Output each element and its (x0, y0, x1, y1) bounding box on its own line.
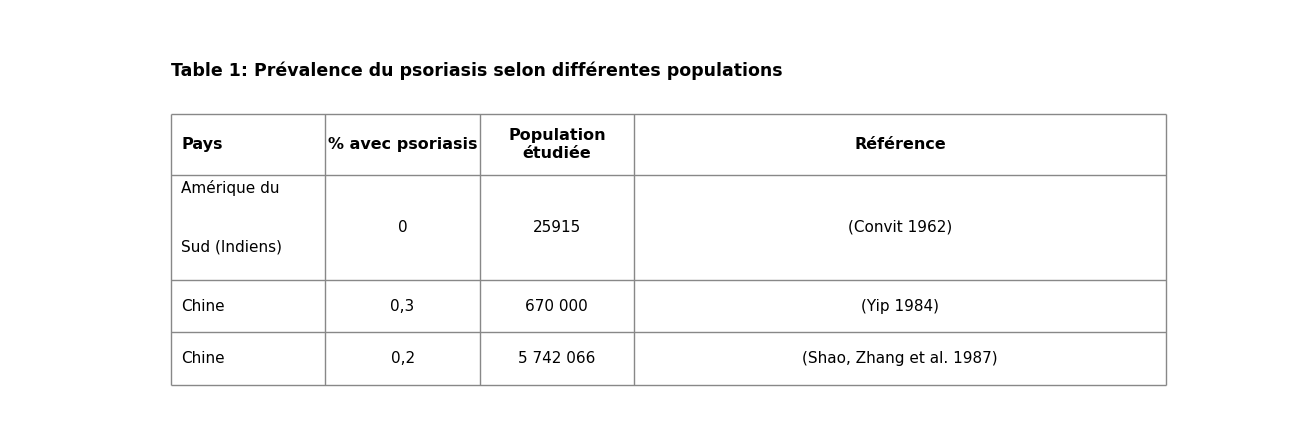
Text: Table 1: Prévalence du psoriasis selon différentes populations: Table 1: Prévalence du psoriasis selon d… (171, 61, 783, 80)
Text: Référence: Référence (855, 137, 946, 152)
Text: 0,3: 0,3 (390, 298, 415, 313)
Text: Population
étudiée: Population étudiée (508, 128, 606, 161)
Text: 5 742 066: 5 742 066 (518, 351, 595, 366)
Text: (Convit 1962): (Convit 1962) (848, 220, 953, 235)
Text: Amérique du

Sud (Indiens): Amérique du Sud (Indiens) (181, 180, 282, 255)
Text: 25915: 25915 (532, 220, 581, 235)
Text: % avec psoriasis: % avec psoriasis (328, 137, 478, 152)
Text: 0: 0 (398, 220, 407, 235)
Text: Chine: Chine (181, 351, 224, 366)
Text: 0,2: 0,2 (390, 351, 415, 366)
Text: Chine: Chine (181, 298, 224, 313)
Text: (Yip 1984): (Yip 1984) (861, 298, 940, 313)
Text: 670 000: 670 000 (526, 298, 589, 313)
Text: Pays: Pays (181, 137, 223, 152)
Text: (Shao, Zhang et al. 1987): (Shao, Zhang et al. 1987) (803, 351, 998, 366)
